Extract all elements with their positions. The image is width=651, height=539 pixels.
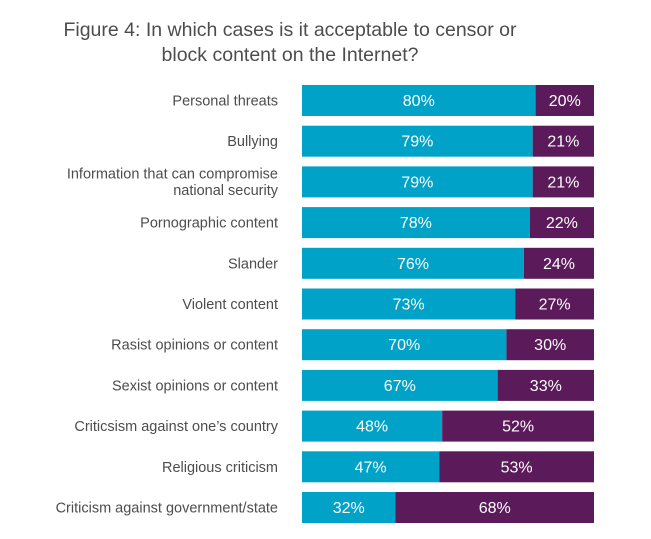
data-label: 21% — [547, 174, 579, 191]
category-label: Religious criticism — [162, 460, 278, 476]
data-label: 78% — [400, 215, 432, 232]
data-label: 68% — [479, 500, 511, 517]
bar-segment-series-1 — [302, 207, 530, 239]
bar-segment-series-2 — [523, 247, 594, 279]
bar-segment-series-2 — [506, 329, 594, 361]
bar-segment-series-1 — [302, 85, 536, 116]
data-label: 30% — [534, 337, 566, 354]
data-label: 67% — [384, 378, 416, 395]
bar-segment-series-1 — [302, 125, 533, 157]
bar-segment-series-1 — [302, 288, 516, 320]
bar-segment-series-2 — [497, 369, 594, 401]
category-label: Sexist opinions or content — [112, 378, 278, 394]
category-label: Personal threats — [172, 94, 278, 110]
data-label: 53% — [501, 459, 533, 476]
category-label: Violent content — [182, 297, 278, 313]
data-label: 24% — [543, 256, 575, 273]
data-label: 79% — [401, 134, 433, 151]
bar-segment-series-1 — [302, 369, 498, 401]
bar-segment-series-2 — [439, 451, 594, 483]
data-label: 80% — [403, 93, 435, 110]
bar-segment-series-1 — [302, 166, 533, 198]
bar-segment-series-2 — [529, 207, 594, 239]
bar-segment-series-2 — [515, 288, 594, 320]
data-label: 47% — [355, 459, 387, 476]
bar-segment-series-1 — [302, 492, 396, 523]
data-label: 48% — [356, 419, 388, 436]
category-label: Rasist opinions or content — [111, 338, 278, 354]
data-label: 76% — [397, 256, 429, 273]
chart-title-line-1: Figure 4: In which cases is it acceptabl… — [63, 19, 517, 41]
category-label: Criticism against government/state — [56, 501, 278, 517]
bar-segment-series-2 — [532, 166, 594, 198]
bar-segment-series-1 — [302, 451, 440, 483]
bar-segment-series-1 — [302, 329, 507, 361]
category-label: Slander — [228, 256, 278, 272]
bar-segment-series-2 — [395, 492, 594, 523]
bar-segment-series-1 — [302, 247, 524, 279]
category-label: Pornographic content — [140, 216, 278, 232]
data-label: 73% — [393, 297, 425, 314]
data-label: 70% — [388, 337, 420, 354]
bar-segment-series-1 — [302, 410, 443, 442]
data-label: 32% — [333, 500, 365, 517]
data-label: 33% — [530, 378, 562, 395]
chart-title-line-2: block content on the Internet? — [161, 44, 419, 66]
category-label: Criticsism against one’s country — [74, 419, 278, 435]
chart-title: Figure 4: In which cases is it acceptabl… — [0, 18, 580, 68]
data-label: 27% — [539, 297, 571, 314]
data-label: 20% — [549, 93, 581, 110]
category-label: Bullying — [227, 134, 278, 150]
bar-segment-series-2 — [442, 410, 594, 442]
bar-segment-series-2 — [532, 125, 594, 157]
data-label: 22% — [546, 215, 578, 232]
data-label: 52% — [502, 419, 534, 436]
bar-segment-series-2 — [535, 85, 594, 116]
data-label: 79% — [401, 174, 433, 191]
data-label: 21% — [547, 134, 579, 151]
category-label: Information that can compromise national … — [67, 167, 279, 200]
